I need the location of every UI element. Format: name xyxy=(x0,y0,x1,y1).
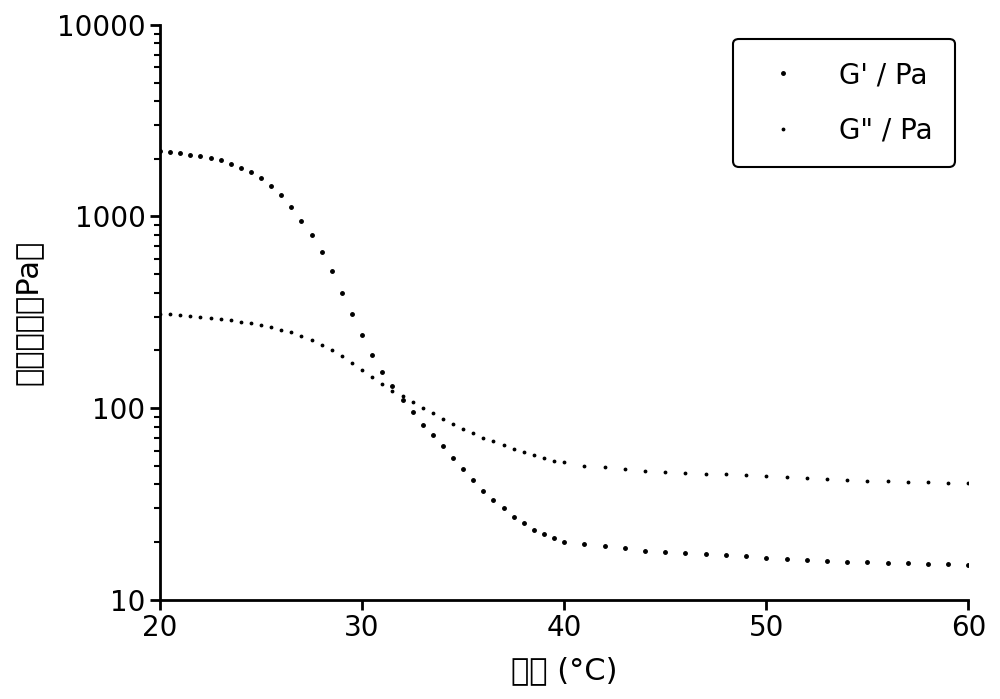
G' / Pa xyxy=(295,217,307,225)
Legend: G' / Pa, G" / Pa: G' / Pa, G" / Pa xyxy=(733,38,955,167)
G" / Pa xyxy=(518,448,530,456)
G' / Pa xyxy=(366,350,378,359)
Line: G' / Pa: G' / Pa xyxy=(157,147,972,568)
G" / Pa xyxy=(477,433,489,442)
G" / Pa xyxy=(154,310,166,318)
G" / Pa xyxy=(801,474,813,482)
G' / Pa xyxy=(477,487,489,495)
G' / Pa xyxy=(154,147,166,155)
Line: G" / Pa: G" / Pa xyxy=(158,312,971,486)
G" / Pa xyxy=(366,373,378,382)
X-axis label: 温度 (°C): 温度 (°C) xyxy=(511,656,617,685)
G' / Pa xyxy=(275,191,287,199)
G' / Pa xyxy=(518,519,530,528)
G" / Pa xyxy=(962,479,974,487)
G" / Pa xyxy=(295,332,307,340)
G' / Pa xyxy=(801,556,813,564)
G' / Pa xyxy=(962,561,974,569)
Y-axis label: 剪切模量（Pa）: 剪切模量（Pa） xyxy=(14,240,43,385)
G" / Pa xyxy=(275,325,287,333)
